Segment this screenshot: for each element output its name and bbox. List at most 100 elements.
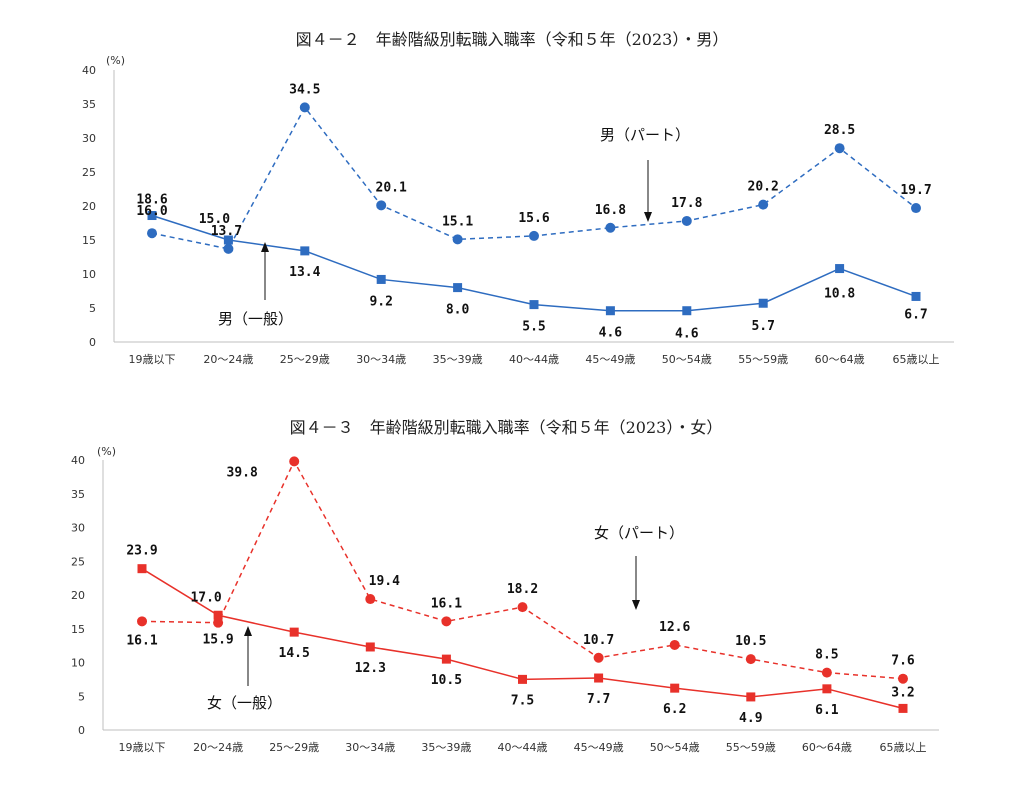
data-label: 9.2 — [369, 294, 392, 309]
data-point — [137, 616, 147, 627]
data-point — [529, 230, 539, 241]
data-label: 4.6 — [599, 326, 623, 341]
data-label: 10.5 — [431, 673, 462, 688]
data-point — [605, 306, 615, 316]
y-tick-label: 25 — [71, 555, 85, 568]
data-label: 14.5 — [279, 646, 310, 661]
x-category-label: 40～44歳 — [498, 741, 548, 754]
y-tick-label: 40 — [82, 64, 96, 77]
data-point — [746, 692, 756, 702]
y-tick-label: 20 — [82, 200, 96, 213]
data-point — [453, 283, 463, 293]
data-point — [669, 639, 680, 650]
chart-female: 図４－３ 年齢階級別転職入職率（令和５年（2023）・女） (%) 0 5 10 15… — [71, 418, 939, 754]
data-label: 15.1 — [442, 214, 473, 229]
data-label: 20.1 — [376, 180, 407, 195]
data-point — [911, 203, 921, 214]
data-point — [376, 200, 387, 211]
data-point — [441, 654, 451, 664]
data-point — [593, 652, 604, 663]
y-unit-label: (%) — [106, 54, 125, 67]
data-label: 18.6 — [136, 193, 167, 208]
chart-male: 図４－２ 年齢階級別転職入職率（令和５年（2023）・男） (%) 0 5 10 15… — [82, 30, 954, 366]
data-point — [898, 673, 908, 684]
annotation-general: 男（一般） — [218, 310, 293, 328]
x-category-label: 19歳以下 — [119, 741, 166, 754]
data-point — [745, 654, 756, 665]
series-lines — [151, 106, 917, 312]
data-point — [518, 674, 527, 684]
annotation-part: 男（パート） — [600, 126, 690, 144]
data-label: 6.1 — [815, 703, 839, 718]
x-category-label: 40～44歳 — [509, 353, 559, 366]
x-category-label: 50～54歳 — [650, 741, 700, 754]
data-label: 7.6 — [891, 654, 915, 669]
data-label: 16.1 — [431, 596, 462, 611]
y-tick-label: 15 — [71, 623, 85, 636]
series-line-part — [141, 459, 904, 680]
data-point — [441, 616, 452, 627]
y-tick-label: 30 — [71, 522, 85, 535]
data-label: 17.8 — [671, 196, 702, 211]
x-category-label: 60～64歳 — [802, 741, 852, 754]
data-label: 13.4 — [289, 265, 320, 280]
x-category-label: 65歳以上 — [893, 353, 940, 366]
data-label: 5.7 — [751, 319, 774, 334]
data-point — [213, 610, 223, 620]
y-tick-labels: 0 5 10 15 20 25 30 35 40 — [71, 454, 85, 737]
data-point — [758, 199, 769, 210]
data-point — [517, 602, 528, 613]
y-tick-label: 30 — [82, 132, 96, 145]
series-markers — [147, 102, 921, 316]
series-markers — [137, 456, 908, 713]
data-point — [529, 300, 539, 310]
x-category-label: 55～59歳 — [738, 353, 788, 366]
data-labels: 16.0 13.7 34.5 20.1 15.1 15.6 16.8 17.8 20.2 28.5… — [136, 82, 931, 341]
data-point — [822, 684, 832, 694]
data-label: 20.2 — [748, 180, 779, 195]
data-label: 39.8 — [227, 465, 258, 480]
data-point — [213, 617, 224, 628]
data-point — [223, 243, 234, 254]
data-label: 4.6 — [675, 327, 699, 342]
data-point — [835, 264, 845, 274]
x-category-label: 45～49歳 — [574, 741, 624, 754]
data-point — [289, 627, 299, 637]
data-label: 16.8 — [595, 203, 626, 218]
data-point — [299, 102, 310, 113]
series-line-part — [151, 106, 917, 250]
data-label: 8.0 — [446, 303, 470, 318]
data-label: 16.1 — [126, 633, 157, 648]
data-label: 16.0 — [136, 204, 167, 219]
data-label: 10.7 — [583, 633, 614, 648]
y-tick-label: 0 — [89, 336, 96, 349]
data-label: 12.6 — [659, 620, 690, 635]
x-category-label: 35～39歳 — [421, 741, 471, 754]
data-point — [289, 456, 300, 467]
data-point — [147, 211, 157, 221]
x-category-label: 30～34歳 — [345, 741, 395, 754]
y-tick-label: 0 — [78, 724, 85, 737]
x-category-label: 35～39歳 — [433, 353, 483, 366]
x-category-label: 50～54歳 — [662, 353, 712, 366]
y-tick-label: 20 — [71, 589, 85, 602]
x-category-label: 65歳以上 — [880, 741, 927, 754]
data-label: 19.7 — [900, 183, 931, 198]
data-point — [911, 291, 921, 301]
data-point — [758, 298, 768, 308]
y-tick-label: 10 — [71, 657, 85, 670]
arrow-up-icon — [261, 242, 269, 300]
arrow-down-icon — [632, 556, 640, 610]
data-label: 4.9 — [739, 711, 762, 726]
annotation-general: 女（一般） — [207, 694, 282, 712]
data-label: 15.9 — [202, 633, 233, 648]
arrow-down-icon — [644, 160, 652, 222]
x-category-label: 20～24歳 — [203, 353, 253, 366]
data-point — [376, 274, 386, 284]
data-point — [682, 306, 692, 316]
data-label: 17.0 — [190, 590, 221, 605]
chart-title: 図４－２ 年齢階級別転職入職率（令和５年（2023）・男） — [296, 30, 729, 49]
data-label: 7.7 — [587, 692, 610, 707]
data-label: 6.7 — [904, 307, 927, 322]
data-label: 12.3 — [355, 661, 386, 676]
